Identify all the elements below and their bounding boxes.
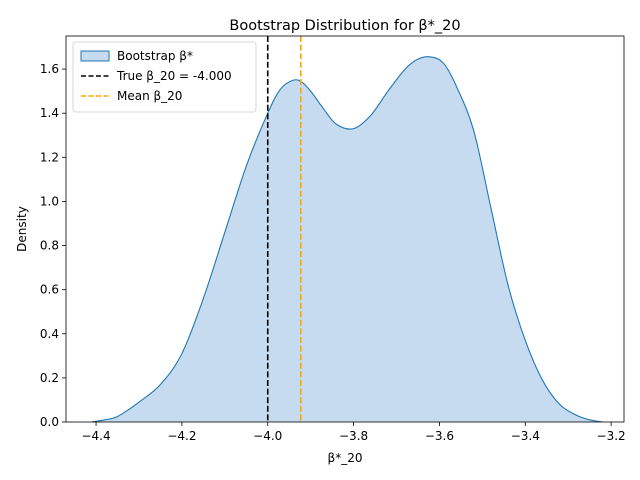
- y-tick-label: 0.4: [40, 327, 59, 341]
- x-tick-label: −3.6: [425, 429, 454, 443]
- x-tick-label: −4.0: [253, 429, 282, 443]
- kde-curve-line: [91, 56, 603, 422]
- legend-entry-label: Mean β_20: [117, 89, 182, 103]
- y-tick-label: 0.2: [40, 371, 59, 385]
- x-tick-label: −3.4: [511, 429, 540, 443]
- legend-swatch-fill: [80, 50, 110, 62]
- x-tick-label: −3.2: [597, 429, 626, 443]
- y-tick-label: 1.4: [40, 106, 59, 120]
- y-tick-label: 1.0: [40, 194, 59, 208]
- y-axis-label: Density: [15, 206, 29, 252]
- x-tick-label: −4.2: [167, 429, 196, 443]
- legend-entry-label: True β_20 = -4.000: [116, 69, 232, 83]
- plot-area: [91, 36, 603, 422]
- y-tick-label: 0.6: [40, 283, 59, 297]
- y-axis: 0.0 0.2 0.4 0.6 0.8 1.0 1.2 1.4 1.6: [40, 62, 66, 429]
- y-tick-label: 0.0: [40, 415, 59, 429]
- x-tick-label: −3.8: [339, 429, 368, 443]
- y-tick-label: 1.2: [40, 150, 59, 164]
- x-tick-label: −4.4: [81, 429, 110, 443]
- y-tick-label: 0.8: [40, 239, 59, 253]
- legend-box: [72, 41, 257, 113]
- legend: Bootstrap β* True β_20 = -4.000 Mean β_20: [72, 41, 257, 113]
- y-tick-label: 1.6: [40, 62, 59, 76]
- x-axis-label: β*_20: [328, 451, 363, 465]
- plot-frame: [65, 35, 625, 423]
- kde-fill-area: [91, 56, 603, 422]
- legend-entry-label: Bootstrap β*: [117, 49, 193, 63]
- chart-title: Bootstrap Distribution for β*_20: [229, 18, 460, 34]
- x-axis: −4.4 −4.2 −4.0 −3.8 −3.6 −3.4 −3.2: [81, 422, 626, 443]
